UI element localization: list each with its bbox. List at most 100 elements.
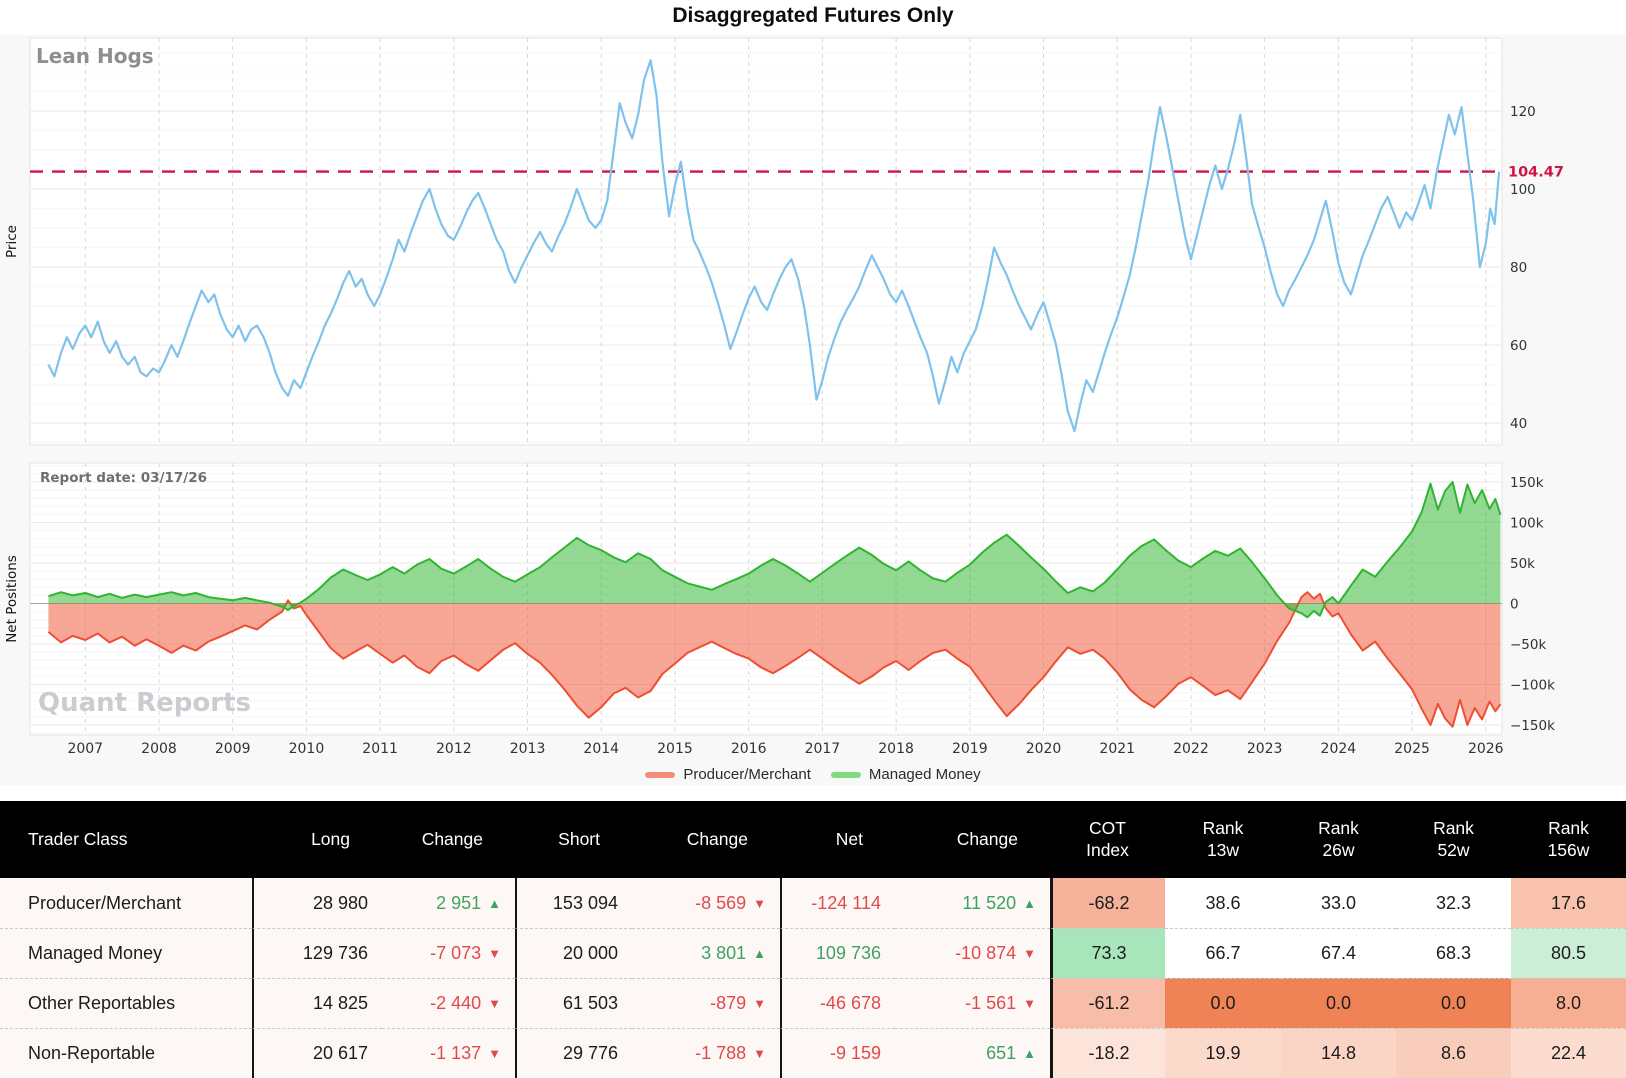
net-change-cell: -10 874 ▼	[895, 928, 1050, 978]
trader-class-cell: Managed Money	[0, 928, 252, 978]
column-header-rank-13w: Rank 13w	[1165, 801, 1281, 878]
up-arrow-icon: ▲	[1023, 895, 1036, 911]
short-change-cell: 3 801 ▲	[632, 928, 780, 978]
short-change-cell: -8 569 ▼	[632, 878, 780, 928]
x-axis-year-label: 2018	[878, 741, 914, 757]
price-line	[47, 59, 1501, 433]
net-axis-tick-label: 50k	[1510, 556, 1535, 572]
rank-13w-cell: 0.0	[1165, 978, 1281, 1028]
cot-index-cell: -61.2	[1050, 978, 1165, 1028]
column-header-short-change: Change	[632, 801, 780, 878]
column-header-rank-26w: Rank 26w	[1281, 801, 1396, 878]
page-title: Disaggregated Futures Only	[672, 4, 954, 27]
watermark-label: Quant Reports	[38, 688, 251, 718]
short-cell: 153 094	[515, 878, 632, 928]
short-change-cell: -1 788 ▼	[632, 1028, 780, 1078]
up-arrow-icon: ▲	[1023, 1046, 1036, 1061]
net-axis-tick-label: 150k	[1510, 475, 1544, 491]
legend-label-managed-money: Managed Money	[868, 766, 981, 783]
legend: Producer/Merchant Managed Money	[0, 766, 1626, 783]
rank-52w-cell: 8.6	[1396, 1028, 1511, 1078]
rank-13w-cell: 66.7	[1165, 928, 1281, 978]
net-change-cell: 11 520 ▲	[895, 878, 1050, 928]
net-cell: -124 114	[780, 878, 895, 928]
trader-class-cell: Producer/Merchant	[0, 878, 252, 928]
net-axis-title: Net Positions	[4, 555, 20, 643]
long-cell: 129 736	[252, 928, 382, 978]
column-header-long: Long	[252, 801, 382, 878]
net-change-cell: -1 561 ▼	[895, 978, 1050, 1028]
long-change-cell: 2 951 ▲	[382, 878, 515, 928]
cot-index-cell: -18.2	[1050, 1028, 1165, 1078]
producer-merchant-line	[47, 591, 1502, 728]
x-axis-year-label: 2010	[289, 741, 325, 757]
net-cell: 109 736	[780, 928, 895, 978]
long-change-cell: -1 137 ▼	[382, 1028, 515, 1078]
column-header-rank-52w: Rank 52w	[1396, 801, 1511, 878]
x-axis-year-label: 2016	[731, 741, 767, 757]
down-arrow-icon: ▼	[753, 895, 766, 911]
rank-26w-cell: 0.0	[1281, 978, 1396, 1028]
x-axis-year-label: 2017	[805, 741, 841, 757]
net-axis-tick-label: −100k	[1510, 678, 1555, 694]
rank-156w-cell: 80.5	[1511, 928, 1626, 978]
x-axis-year-label: 2021	[1099, 741, 1135, 757]
down-arrow-icon: ▼	[488, 1046, 501, 1061]
legend-label-producer-merchant: Producer/Merchant	[683, 766, 811, 783]
x-axis-year-label: 2007	[67, 741, 103, 757]
rank-13w-cell: 38.6	[1165, 878, 1281, 928]
x-axis-year-label: 2012	[436, 741, 472, 757]
up-arrow-icon: ▲	[488, 895, 501, 911]
short-cell: 20 000	[515, 928, 632, 978]
rank-52w-cell: 68.3	[1396, 928, 1511, 978]
x-axis-year-label: 2019	[952, 741, 988, 757]
long-change-cell: -7 073 ▼	[382, 928, 515, 978]
net-axis-tick-label: −150k	[1510, 718, 1555, 734]
current-price-label: 104.47	[1508, 165, 1564, 181]
cot-index-cell: -68.2	[1050, 878, 1165, 928]
x-axis-year-label: 2008	[141, 741, 177, 757]
x-axis-year-label: 2013	[510, 741, 546, 757]
net-axis-tick-label: −50k	[1510, 637, 1546, 653]
net-change-cell: 651 ▲	[895, 1028, 1050, 1078]
net-axis-tick-label: 0	[1510, 597, 1519, 613]
column-header-cot-index: COT Index	[1050, 801, 1165, 878]
column-header-net-change: Change	[895, 801, 1050, 878]
price-axis-tick-label: 100	[1510, 182, 1536, 198]
trader-class-cell: Non-Reportable	[0, 1028, 252, 1078]
down-arrow-icon: ▼	[1023, 946, 1036, 961]
x-axis-year-label: 2009	[215, 741, 251, 757]
down-arrow-icon: ▼	[1023, 996, 1036, 1011]
x-axis-year-label: 2022	[1173, 741, 1209, 757]
rank-13w-cell: 19.9	[1165, 1028, 1281, 1078]
legend-item-managed-money[interactable]: Managed Money	[830, 766, 981, 783]
rank-52w-cell: 32.3	[1396, 878, 1511, 928]
legend-item-producer-merchant[interactable]: Producer/Merchant	[645, 766, 811, 783]
column-header-trader-class: Trader Class	[0, 801, 252, 878]
long-change-cell: -2 440 ▼	[382, 978, 515, 1028]
report-date-label: Report date: 03/17/26	[40, 470, 207, 486]
price-axis-tick-label: 60	[1510, 338, 1527, 354]
column-header-rank-156w: Rank 156w	[1511, 801, 1626, 878]
net-cell: -46 678	[780, 978, 895, 1028]
net-axis-tick-label: 100k	[1510, 516, 1544, 532]
short-change-cell: -879 ▼	[632, 978, 780, 1028]
down-arrow-icon: ▼	[753, 1046, 766, 1061]
price-axis-tick-label: 40	[1510, 416, 1527, 432]
column-header-long-change: Change	[382, 801, 515, 878]
managed-money-swatch-icon	[830, 771, 861, 778]
rank-26w-cell: 67.4	[1281, 928, 1396, 978]
x-axis-year-label: 2024	[1321, 741, 1357, 757]
rank-26w-cell: 14.8	[1281, 1028, 1396, 1078]
column-header-net: Net	[780, 801, 895, 878]
down-arrow-icon: ▼	[753, 996, 766, 1011]
rank-156w-cell: 8.0	[1511, 978, 1626, 1028]
x-axis-year-label: 2011	[362, 741, 398, 757]
producer-merchant-area	[48, 592, 1501, 727]
long-cell: 28 980	[252, 878, 382, 928]
x-axis-year-label: 2026	[1468, 741, 1504, 757]
charts-canvas[interactable]: 120 100 80 60 40 104.47 150k 100k 50k 0 −50k −100k −…	[0, 35, 1626, 785]
price-axis-tick-label: 80	[1510, 260, 1527, 276]
managed-money-area	[48, 482, 1501, 618]
price-plot-area	[29, 37, 1503, 446]
